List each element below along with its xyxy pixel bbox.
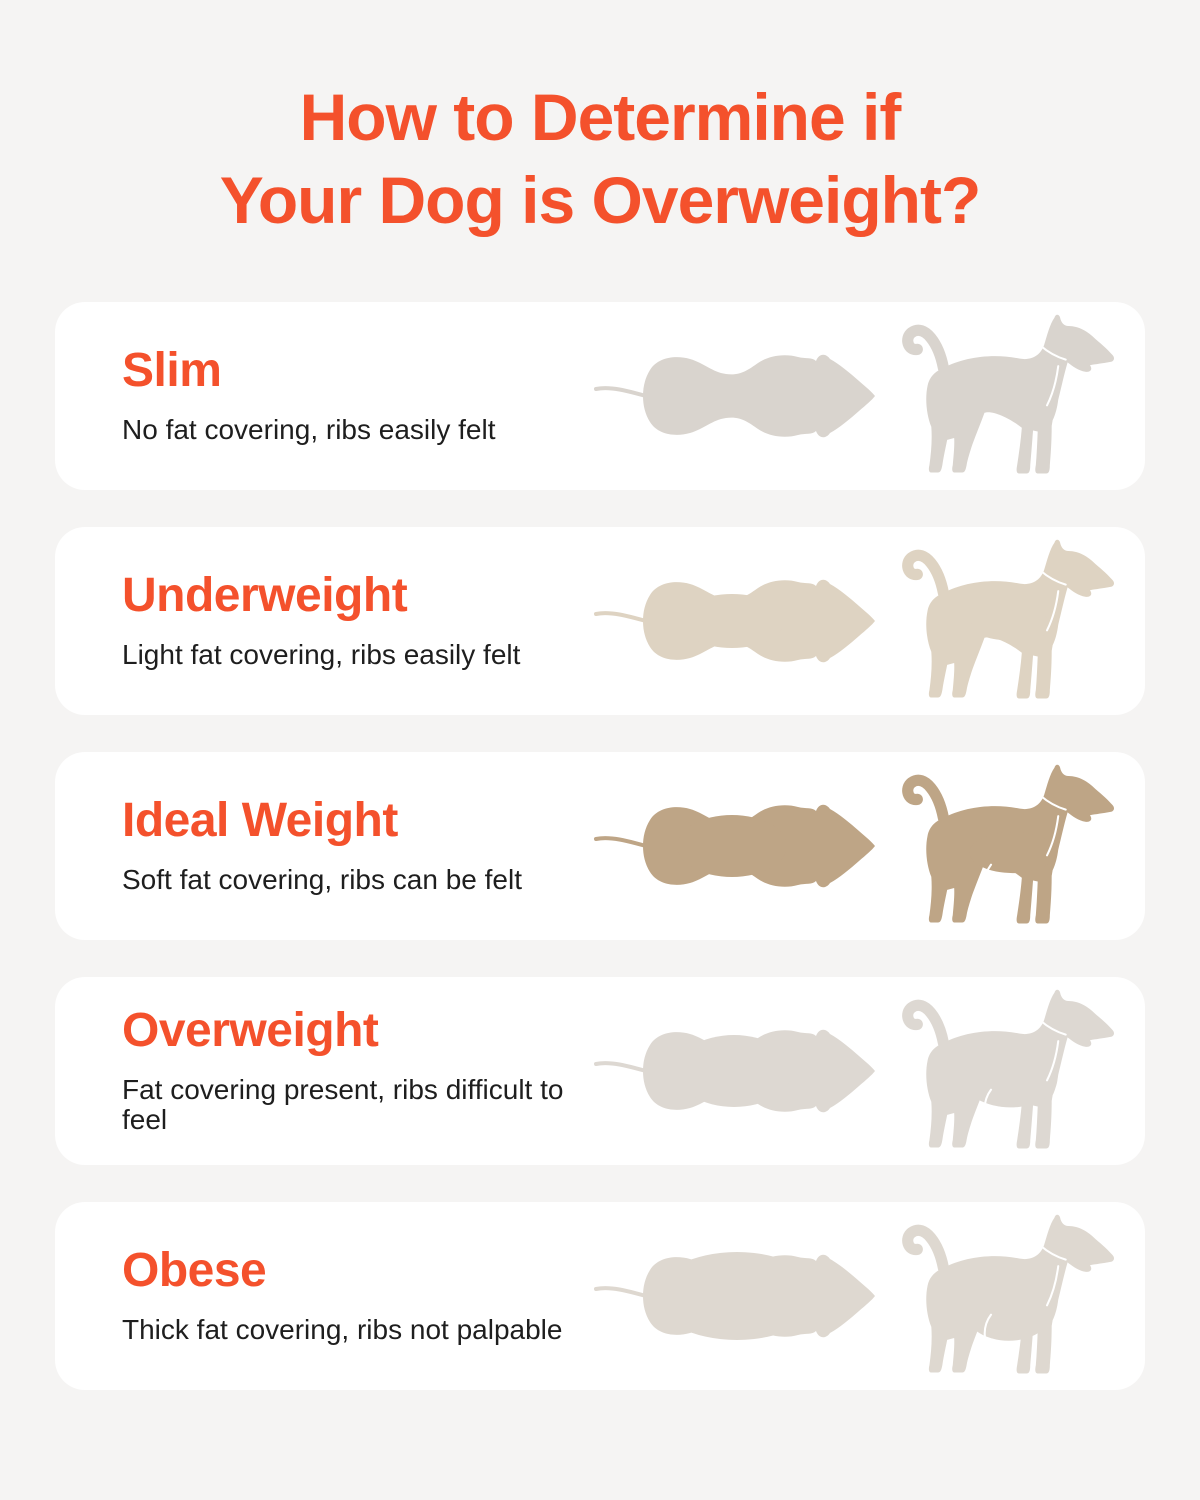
dog-side-view-silhouette [900, 540, 1114, 699]
category-text: Overweight Fat covering present, ribs di… [122, 1003, 592, 1137]
dog-side-view-silhouette [900, 990, 1114, 1149]
category-title: Overweight [122, 1003, 379, 1057]
category-title: Ideal Weight [122, 793, 398, 847]
category-description: Thick fat covering, ribs not palpable [122, 1313, 563, 1345]
category-card-obese: Obese Thick fat covering, ribs not palpa… [55, 1202, 1145, 1391]
category-description: Soft fat covering, ribs can be felt [122, 863, 522, 895]
dog-side-view-silhouette [900, 765, 1114, 924]
category-art [592, 987, 1125, 1155]
dog-top-view-silhouette [594, 355, 875, 438]
category-art [592, 312, 1125, 480]
category-art [592, 1212, 1125, 1380]
category-card-slim: Slim No fat covering, ribs easily felt [55, 302, 1145, 491]
category-text: Obese Thick fat covering, ribs not palpa… [122, 1243, 592, 1346]
category-text: Slim No fat covering, ribs easily felt [122, 343, 592, 446]
dog-top-view-silhouette [594, 1252, 875, 1341]
category-description: Light fat covering, ribs easily felt [122, 638, 521, 670]
category-card-ideal-weight: Ideal Weight Soft fat covering, ribs can… [55, 752, 1145, 941]
page-title: How to Determine if Your Dog is Overweig… [55, 0, 1145, 242]
category-art [592, 762, 1125, 930]
dog-top-view-silhouette [594, 805, 875, 888]
category-title: Slim [122, 343, 222, 397]
category-description: Fat covering present, ribs difficult to … [122, 1073, 564, 1136]
page-title-line-2: Your Dog is Overweight? [219, 163, 982, 238]
category-description: No fat covering, ribs easily felt [122, 413, 496, 445]
dog-top-view-silhouette [594, 580, 875, 663]
category-card-overweight: Overweight Fat covering present, ribs di… [55, 977, 1145, 1166]
category-title: Underweight [122, 568, 408, 622]
category-art [592, 537, 1125, 705]
dog-side-view-silhouette [900, 315, 1114, 474]
dog-top-view-silhouette [594, 1030, 875, 1113]
page-title-line-1: How to Determine if [299, 80, 902, 154]
category-title: Obese [122, 1243, 267, 1297]
category-card-underweight: Underweight Light fat covering, ribs eas… [55, 527, 1145, 716]
category-text: Ideal Weight Soft fat covering, ribs can… [122, 793, 592, 896]
category-text: Underweight Light fat covering, ribs eas… [122, 568, 592, 671]
dog-side-view-silhouette [900, 1215, 1114, 1374]
